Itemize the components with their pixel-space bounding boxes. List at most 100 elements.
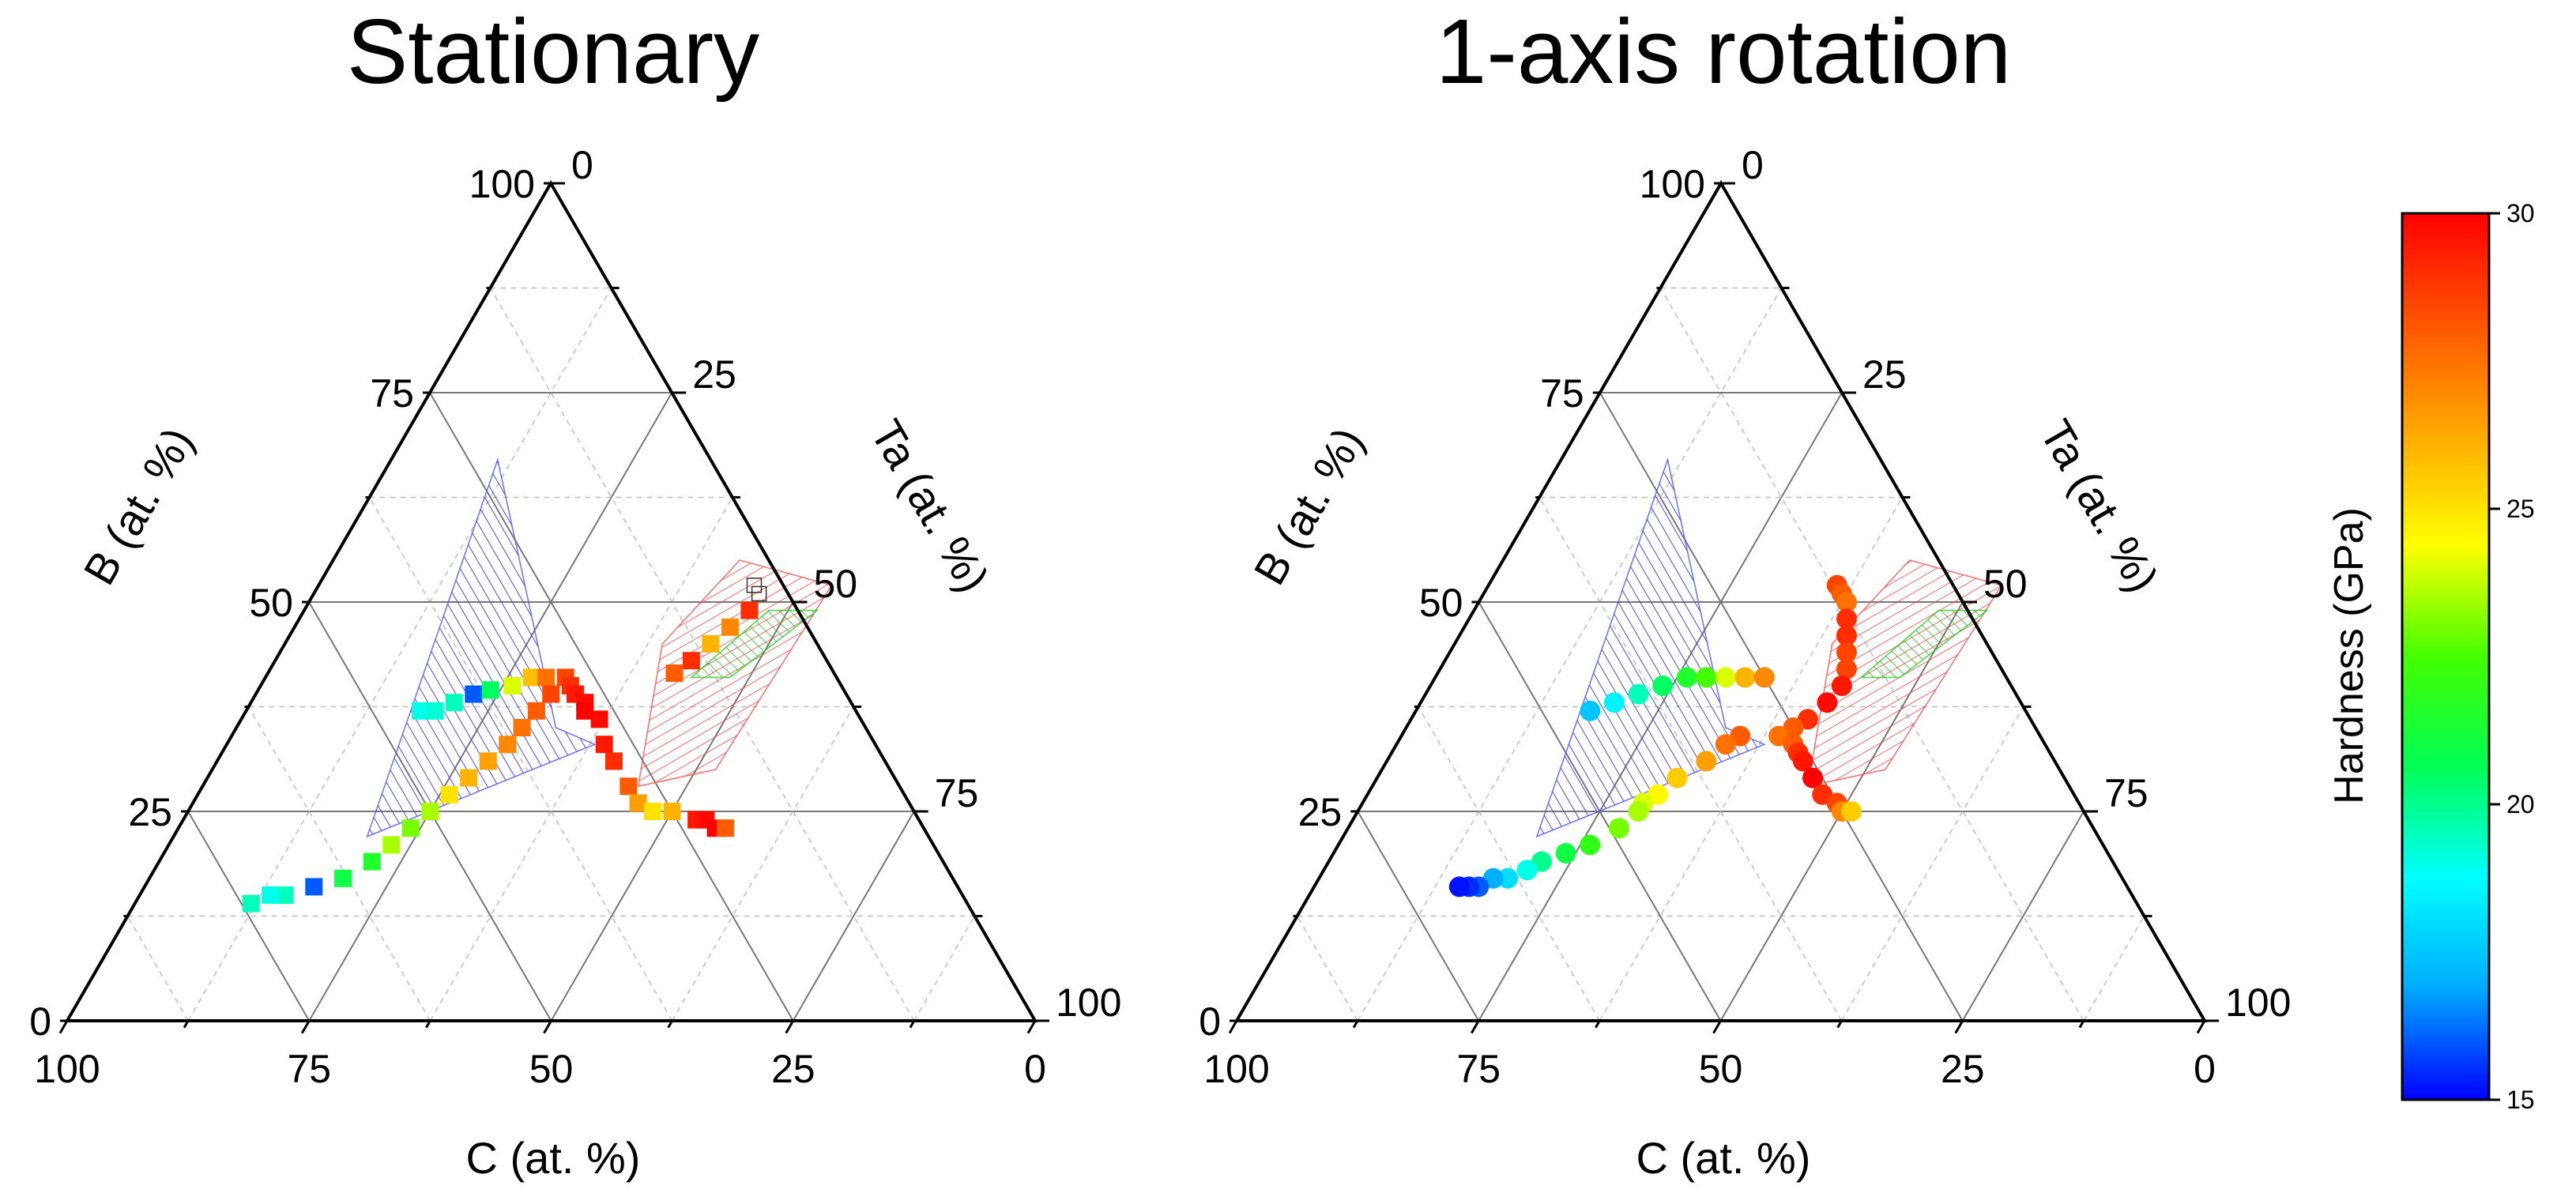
c-tick-label: 75: [1456, 1047, 1501, 1091]
colorbar-label: Hardness (GPa): [2326, 507, 2372, 804]
data-point: [421, 803, 439, 820]
data-point: [1753, 667, 1775, 688]
b-tick-label: 0: [29, 999, 51, 1044]
c-axis-tick: [300, 1020, 311, 1034]
data-point: [1836, 658, 1857, 679]
c-axis-tick: [1836, 1020, 1843, 1029]
data-point: [363, 852, 381, 871]
ta-axis-label: Ta (at. %): [2031, 412, 2168, 600]
b-axis-label: B (at. %): [73, 419, 202, 593]
c-tick-label: 100: [34, 1047, 100, 1091]
data-point: [305, 878, 323, 896]
data-point: [1580, 834, 1601, 856]
open-marker: [746, 578, 763, 593]
c-axis-tick: [1352, 1020, 1359, 1029]
data-point: [445, 694, 463, 712]
ta-tick-label: 0: [1742, 143, 1764, 187]
data-point: [465, 685, 483, 703]
open-marker: [751, 585, 767, 602]
data-point: [1715, 734, 1736, 755]
data-point: [663, 803, 681, 820]
data-point: [590, 710, 608, 728]
grid-line-ta: [1840, 706, 2024, 1022]
c-axis-tick: [1026, 1020, 1037, 1034]
b-tick-label: 25: [1298, 790, 1343, 834]
data-point: [1802, 767, 1824, 788]
data-point: [1603, 692, 1625, 713]
data-point: [1448, 876, 1470, 898]
colorbar-tick-label: 15: [2506, 1086, 2535, 1114]
grid-line-c: [187, 811, 311, 1022]
c-axis-tick: [425, 1020, 431, 1029]
ta-tick-label: 100: [1056, 980, 1121, 1025]
b-tick-label: 100: [469, 162, 535, 206]
b-tick-label: 75: [370, 371, 414, 416]
data-point: [721, 618, 739, 636]
blue-hatched-region: [366, 457, 597, 838]
data-point: [382, 836, 401, 854]
data-point: [440, 785, 458, 803]
data-point: [401, 819, 420, 837]
c-axis-tick: [1470, 1020, 1480, 1034]
ta-tick-label: 25: [1862, 352, 1907, 397]
data-point: [262, 886, 280, 904]
c-tick-label: 0: [2194, 1047, 2216, 1091]
data-point: [513, 719, 531, 736]
grid-line-ta: [1599, 497, 1904, 1022]
c-axis-tick: [58, 1020, 69, 1034]
data-point: [1555, 843, 1576, 864]
c-axis-tick: [1595, 1020, 1601, 1029]
c-axis-label: C (at. %): [1636, 1133, 1811, 1183]
data-point: [481, 681, 499, 699]
data-point: [595, 736, 613, 754]
grid-line-ta: [792, 811, 915, 1022]
ta-tick-label: 100: [2225, 980, 2291, 1025]
data-point: [542, 685, 560, 703]
data-point: [1841, 801, 1862, 822]
data-point: [702, 635, 720, 653]
data-point: [1831, 676, 1852, 696]
b-tick-label: 50: [249, 581, 293, 625]
c-axis-tick: [2078, 1020, 2085, 1029]
data-point: [665, 664, 684, 683]
data-point: [1516, 860, 1538, 881]
c-tick-label: 50: [529, 1047, 574, 1091]
c-tick-label: 25: [771, 1047, 815, 1091]
grid-line-ta: [913, 916, 976, 1022]
data-point: [522, 668, 540, 687]
green-hatched-region: [1859, 609, 1989, 679]
c-axis-tick: [2196, 1020, 2206, 1034]
ta-tick-label: 75: [935, 771, 979, 815]
c-axis-tick: [543, 1020, 552, 1034]
data-point: [1580, 700, 1601, 721]
data-point: [604, 752, 623, 770]
grid-line-ta: [1357, 288, 1783, 1022]
data-point: [716, 819, 734, 837]
grid-line-ta: [671, 706, 854, 1022]
data-point: [411, 702, 429, 720]
grid-line-ta: [429, 497, 733, 1022]
data-point: [1836, 608, 1857, 630]
b-axis-label: B (at. %): [1244, 419, 1373, 593]
grid-line-c: [1418, 706, 1601, 1022]
blue-hatched-region: [1535, 457, 1766, 838]
c-axis-tick: [1712, 1020, 1722, 1034]
data-point: [1836, 642, 1857, 663]
grid-line-ta: [187, 288, 612, 1022]
data-point: [1715, 667, 1736, 688]
c-tick-label: 0: [1024, 1047, 1046, 1091]
ta-tick-label: 50: [1983, 562, 2028, 606]
c-tick-label: 75: [287, 1047, 331, 1091]
data-point: [1666, 767, 1688, 788]
colorbar-gradient: [2401, 212, 2491, 1101]
data-point: [1817, 692, 1838, 713]
c-axis-tick: [785, 1020, 795, 1034]
c-axis-tick: [667, 1020, 673, 1029]
chart-title: Stationary: [347, 0, 759, 103]
grid-line-c: [126, 916, 189, 1022]
data-point: [740, 601, 759, 619]
data-point: [1628, 683, 1649, 705]
grid-line-c: [1357, 811, 1480, 1022]
